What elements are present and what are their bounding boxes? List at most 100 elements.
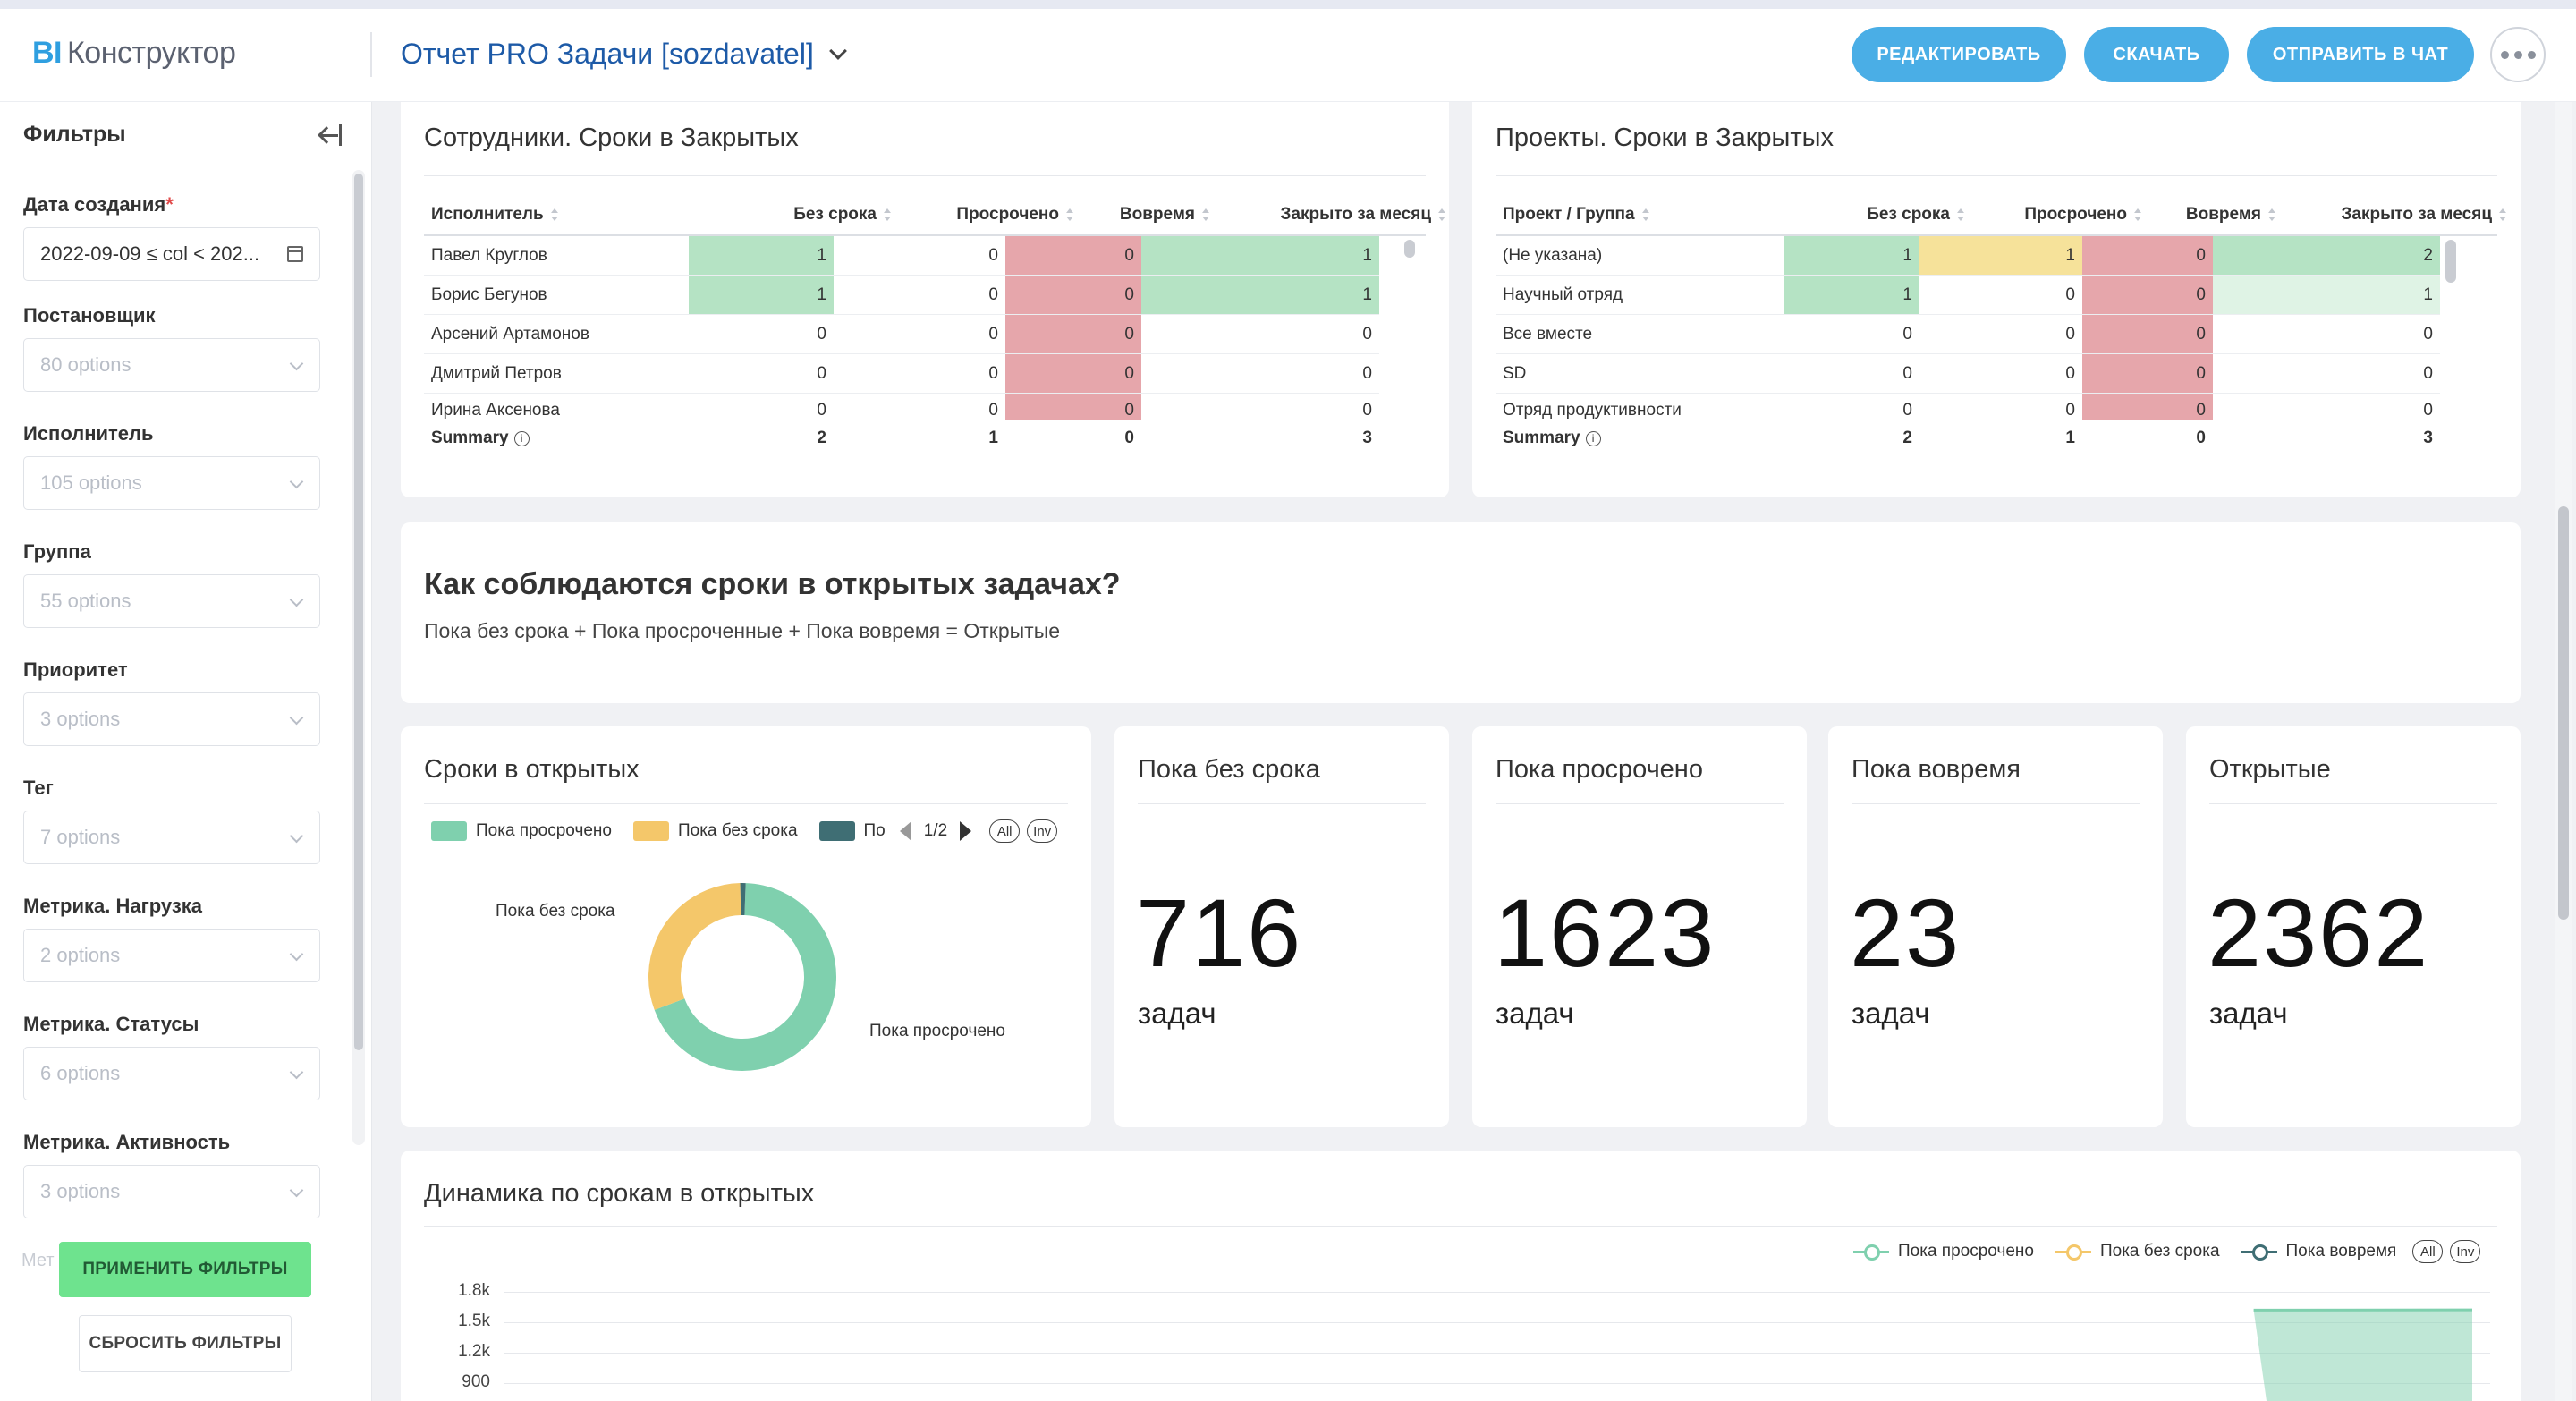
- group-select[interactable]: 55 options: [23, 574, 320, 628]
- table-cell: 0: [1919, 354, 2082, 394]
- app-logo[interactable]: BI Конструктор: [32, 36, 236, 70]
- download-button[interactable]: СКАЧАТЬ: [2084, 27, 2229, 82]
- table-cell: 0: [689, 354, 834, 394]
- chevron-down-icon: [289, 1065, 304, 1080]
- kpi-card: Пока вовремя 23 задач: [1828, 726, 2163, 1127]
- metric-load-select[interactable]: 2 options: [23, 929, 320, 982]
- table-cell: Ирина Аксенова: [424, 394, 689, 420]
- apply-filters-button[interactable]: ПРИМЕНИТЬ ФИЛЬТРЫ: [59, 1242, 311, 1297]
- column-header[interactable]: Без срока: [1764, 195, 1964, 234]
- table-cell: Павел Круглов: [424, 236, 689, 276]
- divider: [2209, 803, 2497, 804]
- table-cell: 1: [1141, 276, 1379, 315]
- sort-icon: [884, 208, 891, 221]
- table-cell: 0: [1784, 315, 1919, 354]
- legend-inverse-button[interactable]: Inv: [1027, 819, 1058, 843]
- table-cell: Дмитрий Петров: [424, 354, 689, 394]
- legend-swatch: [431, 821, 467, 841]
- app-header: BI Конструктор Отчет PRO Задачи [sozdavat…: [0, 9, 2576, 102]
- table-cell: 0: [2082, 236, 2213, 276]
- info-icon[interactable]: i: [513, 430, 530, 446]
- legend-inverse-button[interactable]: Inv: [2450, 1240, 2481, 1263]
- legend-item[interactable]: Пока просрочено: [1853, 1242, 2034, 1261]
- column-header[interactable]: Вовремя: [1073, 195, 1209, 234]
- pie-slice[interactable]: [648, 883, 836, 1071]
- column-header[interactable]: Закрыто за месяц: [2275, 195, 2506, 234]
- column-header[interactable]: Просрочено: [891, 195, 1073, 234]
- grid-line: [504, 1383, 2490, 1384]
- legend-next-icon[interactable]: [960, 821, 972, 841]
- table-scrollbar[interactable]: [2445, 240, 2456, 283]
- table-cell: 0: [834, 354, 1005, 394]
- summary-cell: 0: [1124, 429, 1134, 447]
- sort-icon: [1641, 208, 1649, 221]
- chevron-down-icon: [289, 474, 304, 489]
- legend-all-button[interactable]: All: [2412, 1240, 2444, 1263]
- grid-line: [504, 1322, 2490, 1323]
- legend-item[interactable]: Пока просрочено: [431, 821, 612, 841]
- table-cell: Арсений Артамонов: [424, 315, 689, 354]
- chevron-down-icon: [289, 1183, 304, 1198]
- metric-statuses-select[interactable]: 6 options: [23, 1047, 320, 1100]
- edit-button[interactable]: РЕДАКТИРОВАТЬ: [1852, 27, 2066, 82]
- filter-label-group: Группа: [23, 540, 91, 563]
- sort-icon: [2268, 208, 2275, 221]
- column-header[interactable]: Закрыто за месяц: [1209, 195, 1445, 234]
- chevron-down-icon: [289, 828, 304, 844]
- tag-select[interactable]: 7 options: [23, 811, 320, 864]
- summary-label: Summary i: [431, 420, 530, 456]
- author-select[interactable]: 80 options: [23, 338, 320, 392]
- main-scrollbar[interactable]: [2558, 506, 2569, 920]
- filters-sidebar: Фильтры Дата создания* 2022-09-09 ≤ col …: [0, 102, 372, 1401]
- sort-icon: [550, 208, 558, 221]
- legend-item[interactable]: По: [818, 821, 886, 841]
- top-accent-line: [0, 0, 2576, 9]
- area-chart[interactable]: [504, 1276, 2490, 1401]
- legend-item[interactable]: Пока без срока: [2055, 1242, 2220, 1261]
- card-title: Проекты. Сроки в Закрытых: [1496, 123, 1835, 152]
- table-cell: 0: [1005, 354, 1141, 394]
- more-options-button[interactable]: [2490, 27, 2546, 82]
- table-cell: 0: [1005, 394, 1141, 420]
- sidebar-scrollbar[interactable]: [354, 174, 363, 1050]
- send-to-chat-button[interactable]: ОТПРАВИТЬ В ЧАТ: [2247, 27, 2474, 82]
- table-cell: 0: [1005, 236, 1141, 276]
- legend-item[interactable]: Пока вовремя: [2241, 1242, 2396, 1261]
- legend-prev-icon[interactable]: [899, 821, 911, 841]
- assignee-select[interactable]: 105 options: [23, 456, 320, 510]
- table-scrollbar[interactable]: [1404, 240, 1415, 258]
- kpi-value: 716: [1136, 879, 1303, 987]
- legend-all-button[interactable]: All: [989, 819, 1021, 843]
- table-cell: 0: [2082, 394, 2213, 420]
- legend-item[interactable]: Пока без срока: [632, 821, 798, 841]
- pie-slice[interactable]: [648, 883, 836, 1071]
- column-header[interactable]: Вовремя: [2141, 195, 2275, 234]
- summary-cell: 3: [1362, 429, 1372, 447]
- filter-label-metric-load: Метрика. Нагрузка: [23, 895, 203, 917]
- sort-icon: [1202, 208, 1209, 221]
- table-cell: 0: [689, 394, 834, 420]
- collapse-sidebar-icon[interactable]: [317, 122, 343, 149]
- chart-legend: Пока просрочено Пока без срока По 1/2 Al…: [431, 819, 1058, 843]
- column-header[interactable]: Просрочено: [1964, 195, 2141, 234]
- chevron-down-icon: [289, 710, 304, 726]
- report-title: Отчет PRO Задачи [sozdavatel]: [401, 38, 814, 70]
- column-header[interactable]: Исполнитель: [431, 195, 558, 234]
- area-series[interactable]: [2253, 1310, 2472, 1401]
- column-header[interactable]: Без срока: [692, 195, 891, 234]
- priority-select[interactable]: 3 options: [23, 692, 320, 746]
- created-date-field[interactable]: 2022-09-09 ≤ col < 202...: [23, 227, 320, 281]
- y-tick-label: 1.8k: [458, 1281, 490, 1300]
- kpi-title: Пока без срока: [1138, 755, 1320, 784]
- dot-icon: [2513, 50, 2522, 59]
- report-title-dropdown[interactable]: Отчет PRO Задачи [sozdavatel]: [401, 38, 847, 71]
- reset-filters-button[interactable]: СБРОСИТЬ ФИЛЬТРЫ: [79, 1315, 292, 1372]
- table-cell: 1: [1784, 236, 1919, 276]
- table-cell: 1: [1141, 236, 1379, 276]
- donut-chart[interactable]: [635, 870, 850, 1084]
- metric-activity-select[interactable]: 3 options: [23, 1165, 320, 1218]
- column-header[interactable]: Проект / Группа: [1503, 195, 1649, 234]
- kpi-unit: задач: [1852, 997, 1930, 1030]
- info-icon[interactable]: i: [1585, 430, 1601, 446]
- sort-icon: [1066, 208, 1073, 221]
